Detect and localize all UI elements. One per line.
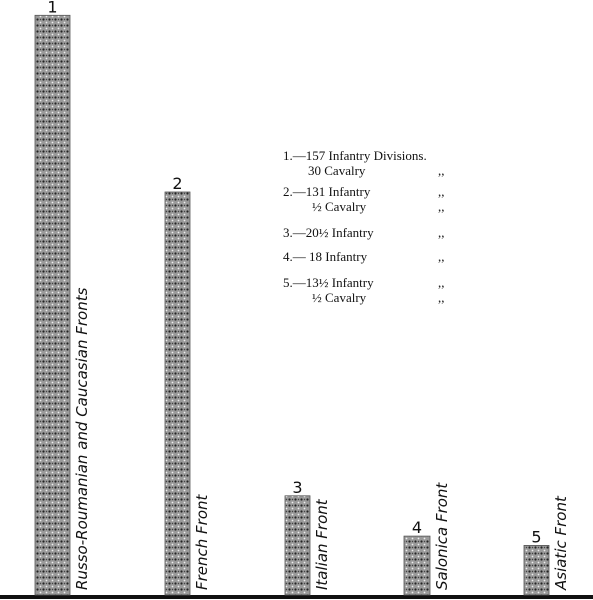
bar-number: 5 bbox=[531, 527, 541, 546]
legend-text: 1.—157 Infantry Divisions. bbox=[283, 148, 427, 163]
legend-ditto: ,, bbox=[438, 290, 445, 305]
bar-number: 3 bbox=[292, 478, 302, 497]
bar bbox=[403, 535, 431, 596]
legend-text: 4.— 18 Infantry bbox=[283, 249, 368, 264]
category-label: Salonica Front bbox=[433, 482, 451, 590]
legend-text: ½ Cavalry bbox=[312, 199, 367, 214]
legend-ditto: ,, bbox=[438, 275, 445, 290]
bar bbox=[284, 495, 311, 596]
legend-ditto: ,, bbox=[438, 163, 445, 178]
legend-ditto: ,, bbox=[438, 225, 445, 240]
legend-text: 3.—20½ Infantry bbox=[283, 225, 374, 240]
legend-ditto: ,, bbox=[438, 249, 445, 264]
legend-ditto: ,, bbox=[438, 184, 445, 199]
bar bbox=[164, 191, 191, 596]
bar bbox=[34, 14, 71, 596]
bar-number: 4 bbox=[412, 518, 422, 537]
legend-text: ½ Cavalry bbox=[312, 290, 367, 305]
category-label: Italian Front bbox=[313, 498, 331, 590]
legend-text: 5.—13½ Infantry bbox=[283, 275, 374, 290]
bar bbox=[523, 545, 550, 596]
legend-text: 30 Cavalry bbox=[308, 163, 366, 178]
bar-number: 1 bbox=[47, 0, 57, 16]
category-label: French Front bbox=[193, 493, 211, 590]
legend-text: 2.—131 Infantry bbox=[283, 184, 371, 199]
bar-number: 2 bbox=[172, 174, 182, 193]
category-label: Russo-Roumanian and Caucasian Fronts bbox=[73, 287, 91, 590]
category-label: Asiatic Front bbox=[552, 495, 570, 591]
legend-ditto: ,, bbox=[438, 199, 445, 214]
